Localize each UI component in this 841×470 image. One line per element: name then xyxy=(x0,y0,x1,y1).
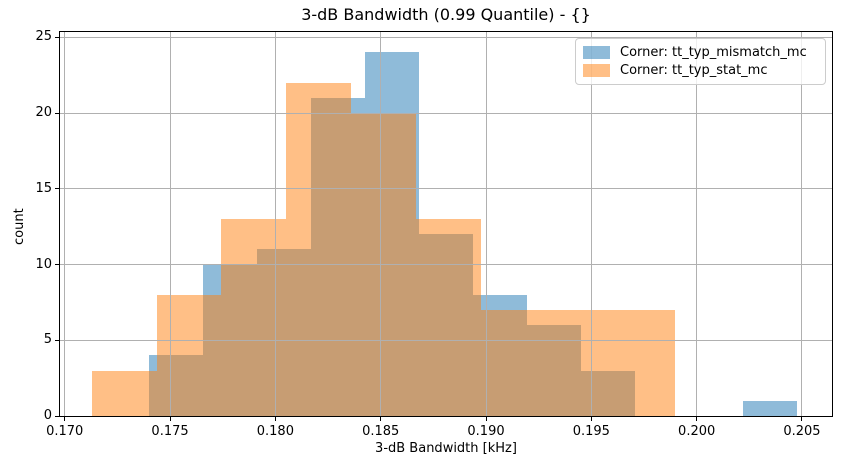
legend: Corner: tt_typ_mismatch_mc Corner: tt_ty… xyxy=(575,38,826,85)
y-tick-mark xyxy=(55,264,59,266)
hist-bar-series1-bin8 xyxy=(610,309,676,416)
gridline-vertical xyxy=(590,32,592,416)
x-tick-label: 0.205 xyxy=(783,424,821,439)
chart-title: 3-dB Bandwidth (0.99 Quantile) - {} xyxy=(301,5,591,24)
x-tick-mark xyxy=(64,417,66,421)
plot-area xyxy=(60,32,832,417)
x-tick-mark xyxy=(590,417,592,421)
gridline-vertical xyxy=(274,32,276,416)
hist-bar-series1-bin1 xyxy=(156,294,222,416)
hist-bar-series1-bin3 xyxy=(286,82,352,416)
y-tick-label: 10 xyxy=(35,256,52,272)
legend-item-stat-mc: Corner: tt_typ_stat_mc xyxy=(583,62,818,79)
gridline-vertical xyxy=(696,32,698,416)
x-tick-label: 0.195 xyxy=(572,424,610,439)
x-tick-label: 0.185 xyxy=(362,424,400,439)
y-tick-label: 15 xyxy=(35,180,52,196)
y-tick-label: 25 xyxy=(35,29,52,45)
gridline-horizontal xyxy=(60,264,832,266)
x-tick-mark xyxy=(169,417,171,421)
legend-label-stat-mc: Corner: tt_typ_stat_mc xyxy=(620,62,768,78)
hist-bar-series0-bin11 xyxy=(742,400,797,416)
gridline-vertical xyxy=(485,32,487,416)
hist-bar-series1-bin5 xyxy=(415,219,481,416)
gridline-horizontal xyxy=(60,36,832,38)
legend-swatch-blue xyxy=(583,46,610,59)
x-tick-label: 0.170 xyxy=(46,424,84,439)
gridline-horizontal xyxy=(60,415,832,417)
gridline-vertical xyxy=(380,32,382,416)
x-tick-mark xyxy=(696,417,698,421)
hist-bar-series1-bin0 xyxy=(91,370,157,416)
gridline-horizontal xyxy=(60,112,832,114)
gridline-horizontal xyxy=(60,188,832,190)
gridline-vertical xyxy=(169,32,171,416)
legend-swatch-orange xyxy=(583,64,610,77)
legend-item-mismatch-mc: Corner: tt_typ_mismatch_mc xyxy=(583,44,818,61)
gridline-vertical xyxy=(801,32,803,416)
gridline-vertical xyxy=(64,32,66,416)
x-tick-label: 0.200 xyxy=(678,424,716,439)
hist-bar-series1-bin7 xyxy=(545,309,611,416)
x-axis-label: 3-dB Bandwidth [kHz] xyxy=(375,441,517,456)
y-tick-mark xyxy=(55,112,59,114)
y-tick-label: 20 xyxy=(35,105,52,121)
y-tick-label: 0 xyxy=(43,408,52,423)
gridline-horizontal xyxy=(60,339,832,341)
x-tick-label: 0.175 xyxy=(151,424,189,439)
x-tick-mark xyxy=(380,417,382,421)
y-tick-mark xyxy=(55,339,59,341)
y-tick-label: 5 xyxy=(43,332,52,348)
hist-bar-series1-bin6 xyxy=(480,309,546,416)
x-tick-label: 0.180 xyxy=(256,424,294,439)
y-axis-label: count xyxy=(12,208,27,245)
legend-label-mismatch-mc: Corner: tt_typ_mismatch_mc xyxy=(620,44,807,60)
x-tick-mark xyxy=(485,417,487,421)
y-tick-mark xyxy=(55,188,59,190)
y-tick-mark xyxy=(55,36,59,38)
x-tick-mark xyxy=(274,417,276,421)
y-tick-mark xyxy=(55,415,59,417)
x-tick-label: 0.190 xyxy=(467,424,505,439)
x-tick-mark xyxy=(801,417,803,421)
hist-bar-series1-bin2 xyxy=(221,219,287,416)
